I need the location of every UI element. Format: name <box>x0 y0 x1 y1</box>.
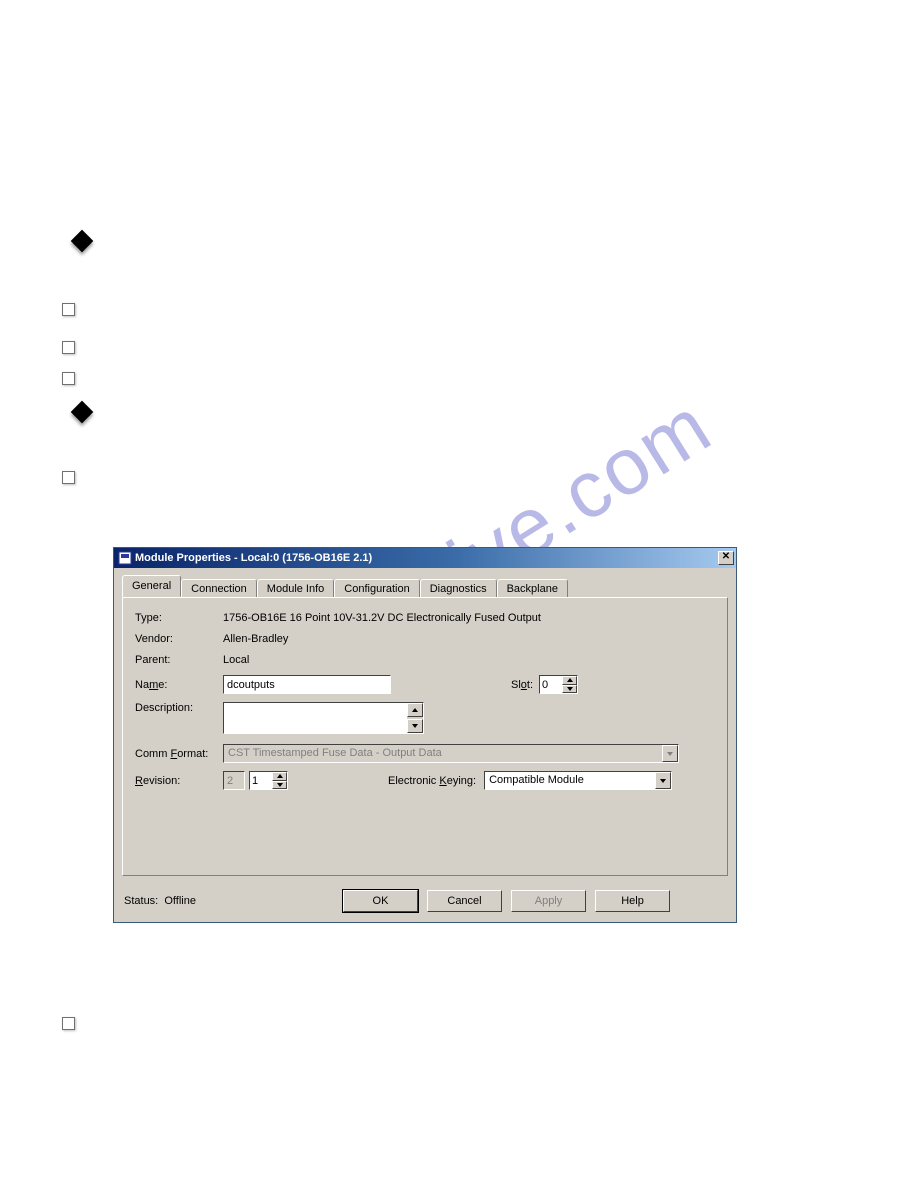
electronic-keying-label: Electronic Keying: <box>388 775 476 787</box>
status-value: Offline <box>164 895 196 907</box>
chevron-down-icon <box>277 783 283 787</box>
name-label: Name: <box>135 679 223 691</box>
tab-connection[interactable]: Connection <box>181 579 257 598</box>
ok-button[interactable]: OK <box>343 890 418 912</box>
slot-input[interactable] <box>540 676 562 693</box>
dialog-titlebar[interactable]: Module Properties - Local:0 (1756-OB16E … <box>114 548 736 568</box>
module-properties-dialog: Module Properties - Local:0 (1756-OB16E … <box>113 547 737 923</box>
chevron-up-icon <box>567 678 573 682</box>
electronic-keying-select[interactable]: Compatible Module <box>484 771 672 790</box>
tab-general[interactable]: General <box>122 575 181 597</box>
chevron-down-icon <box>412 724 418 728</box>
revision-up-button[interactable] <box>272 772 287 781</box>
slot-label: Slot: <box>511 679 533 691</box>
general-panel: Type: 1756-OB16E 16 Point 10V-31.2V DC E… <box>122 597 728 876</box>
parent-value: Local <box>223 654 715 666</box>
description-input[interactable] <box>224 703 407 733</box>
bullet-diamond <box>71 401 94 424</box>
bullet-box <box>62 303 75 316</box>
dialog-title: Module Properties - Local:0 (1756-OB16E … <box>135 552 718 564</box>
vendor-value: Allen-Bradley <box>223 633 715 645</box>
revision-minor-spinner[interactable] <box>249 771 288 790</box>
tab-diagnostics[interactable]: Diagnostics <box>420 579 497 598</box>
vendor-label: Vendor: <box>135 633 223 645</box>
scroll-down-button[interactable] <box>407 719 423 733</box>
close-icon: ✕ <box>722 551 730 562</box>
chevron-down-icon <box>567 687 573 691</box>
bullet-box <box>62 1017 75 1030</box>
electronic-keying-dropdown-button[interactable] <box>655 772 671 789</box>
type-value: 1756-OB16E 16 Point 10V-31.2V DC Electro… <box>223 612 715 624</box>
name-input[interactable] <box>223 675 391 694</box>
revision-label: Revision: <box>135 775 223 787</box>
description-label: Description: <box>135 702 223 714</box>
slot-up-button[interactable] <box>562 676 577 685</box>
status-label: Status: <box>124 895 158 907</box>
dialog-body: General Connection Module Info Configura… <box>114 568 736 884</box>
cancel-button[interactable]: Cancel <box>427 890 502 912</box>
type-label: Type: <box>135 612 223 624</box>
slot-spinner[interactable] <box>539 675 578 694</box>
tab-strip: General Connection Module Info Configura… <box>122 575 728 598</box>
tab-configuration[interactable]: Configuration <box>334 579 419 598</box>
comm-format-label: Comm Format: <box>135 748 223 760</box>
description-scrollbar[interactable] <box>407 703 423 733</box>
comm-format-select: CST Timestamped Fuse Data - Output Data <box>223 744 679 763</box>
chevron-down-icon <box>660 779 666 783</box>
apply-button[interactable]: Apply <box>511 890 586 912</box>
comm-format-value: CST Timestamped Fuse Data - Output Data <box>224 745 662 762</box>
revision-major-input <box>223 771 245 790</box>
electronic-keying-value: Compatible Module <box>485 772 655 789</box>
bullet-box <box>62 341 75 354</box>
comm-format-dropdown-button <box>662 745 678 762</box>
revision-minor-input[interactable] <box>250 772 272 789</box>
bullet-box <box>62 471 75 484</box>
chevron-up-icon <box>277 774 283 778</box>
bullet-box <box>62 372 75 385</box>
tab-backplane[interactable]: Backplane <box>497 579 568 598</box>
status-area: Status: Offline <box>124 895 334 907</box>
bullet-diamond <box>71 230 94 253</box>
dialog-footer: Status: Offline OK Cancel Apply Help <box>114 884 736 922</box>
parent-label: Parent: <box>135 654 223 666</box>
tab-module-info[interactable]: Module Info <box>257 579 334 598</box>
help-button[interactable]: Help <box>595 890 670 912</box>
dialog-icon <box>118 551 132 565</box>
chevron-down-icon <box>667 752 673 756</box>
close-button[interactable]: ✕ <box>718 551 734 565</box>
revision-down-button[interactable] <box>272 781 287 790</box>
chevron-up-icon <box>412 708 418 712</box>
slot-down-button[interactable] <box>562 685 577 694</box>
scroll-up-button[interactable] <box>407 703 423 717</box>
description-field[interactable] <box>223 702 424 734</box>
button-row: OK Cancel Apply Help <box>334 890 670 912</box>
